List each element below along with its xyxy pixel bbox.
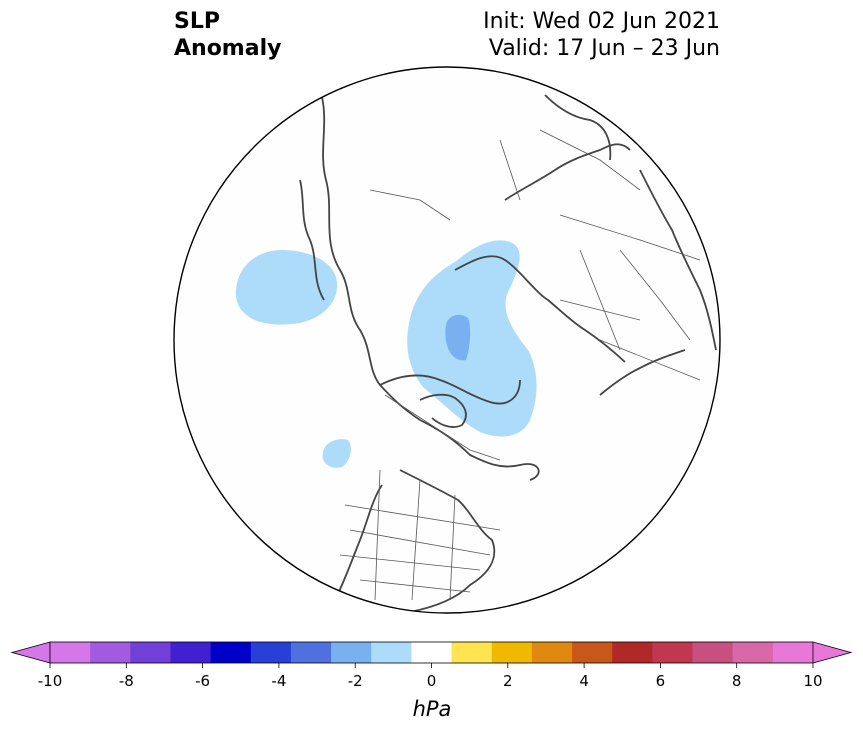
colorbar-segment xyxy=(210,642,252,663)
colorbar: -10 -8 -6 -4 -2 0 2 4 6 8 10 hPa xyxy=(10,641,853,721)
colorbar-tick-label: -10 xyxy=(38,672,63,690)
colorbar-segment xyxy=(612,642,653,663)
init-date: Init: Wed 02 Jun 2021 xyxy=(483,9,720,34)
colorbar-tick-label: 8 xyxy=(732,672,742,690)
colorbar-segment xyxy=(572,642,613,663)
colorbar-ticks: -10 -8 -6 -4 -2 0 2 4 6 8 10 xyxy=(38,663,823,690)
colorbar-segment xyxy=(50,642,91,663)
colorbar-tick-label: 4 xyxy=(579,672,589,690)
colorbar-segment xyxy=(170,642,212,663)
colorbar-segment xyxy=(451,642,493,663)
colorbar-tick-label: -8 xyxy=(119,672,134,690)
colorbar-segment xyxy=(130,642,171,663)
colorbar-segment xyxy=(90,642,131,663)
anomaly-region-alaska xyxy=(322,439,351,468)
colorbar-tick-label: 2 xyxy=(503,672,513,690)
colorbar-unit: hPa xyxy=(413,697,452,721)
colorbar-segment xyxy=(531,642,573,663)
colorbar-segment xyxy=(250,642,292,663)
colorbar-segment xyxy=(331,642,372,663)
valid-range: Valid: 17 Jun – 23 Jun xyxy=(488,36,720,61)
coastlines xyxy=(299,89,717,613)
anomaly-region-north-pacific xyxy=(235,250,338,325)
anomaly-region-arctic-core xyxy=(445,314,471,361)
anomaly-region-arctic xyxy=(407,240,537,437)
colorbar-segment xyxy=(652,642,694,663)
colorbar-tick-label: -2 xyxy=(348,672,363,690)
colorbar-extend-low xyxy=(10,641,51,664)
colorbar-segments xyxy=(10,641,853,664)
colorbar-tick-label: 6 xyxy=(656,672,666,690)
colorbar-tick-label: -6 xyxy=(195,672,210,690)
colorbar-tick-label: 0 xyxy=(427,672,437,690)
colorbar-tick-label: 10 xyxy=(803,672,822,690)
colorbar-segment xyxy=(692,642,734,663)
colorbar-extend-high xyxy=(812,641,853,664)
colorbar-segment xyxy=(290,642,332,663)
colorbar-segment xyxy=(491,642,533,663)
colorbar-segment xyxy=(371,642,412,663)
colorbar-tick-label: -4 xyxy=(271,672,286,690)
colorbar-segment xyxy=(772,642,814,663)
forecast-dates: Init: Wed 02 Jun 2021 Valid: 17 Jun – 23… xyxy=(483,8,720,62)
map-title: SLP Anomaly xyxy=(174,8,281,62)
map-title-line2: Anomaly xyxy=(174,36,282,61)
map-title-line1: SLP xyxy=(174,9,220,34)
colorbar-segment xyxy=(732,642,774,663)
polar-map xyxy=(173,66,721,614)
colorbar-segment xyxy=(411,642,453,663)
map-boundary xyxy=(173,66,721,614)
